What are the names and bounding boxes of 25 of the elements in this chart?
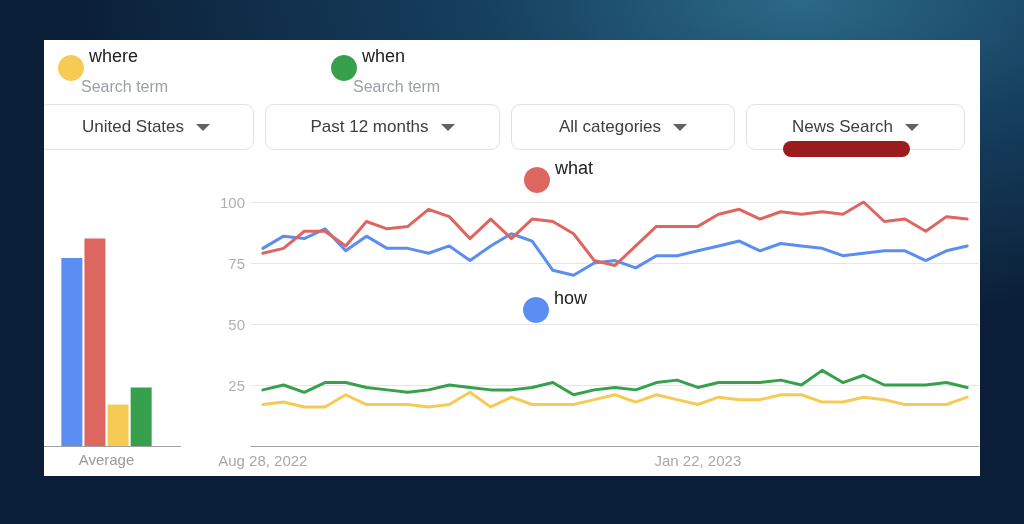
bar [84, 238, 106, 446]
line-series [261, 390, 969, 409]
bar [61, 258, 83, 446]
line-series [261, 368, 969, 397]
dropdown: United States [44, 104, 254, 150]
y-tick-label: 25 [228, 376, 245, 394]
text: Search term [81, 77, 169, 97]
x-tick-label: Jan 22, 2023 [654, 452, 742, 469]
y-tick-label: 50 [228, 315, 245, 333]
text: Search term [353, 77, 441, 97]
line-series [261, 200, 969, 267]
dropdown: All categories [511, 104, 735, 150]
legend-label: when [361, 46, 406, 66]
line-series [261, 227, 969, 277]
x-tick-label: Average [78, 451, 135, 468]
legend-label: what [554, 158, 594, 178]
y-tick-label: 100 [219, 193, 245, 211]
y-tick-label: 75 [228, 254, 245, 272]
bar [107, 404, 129, 446]
legend-label: where [88, 46, 139, 66]
legend-label: how [554, 288, 589, 308]
dropdown: News Search [746, 104, 965, 150]
bar [130, 387, 152, 446]
x-tick-label: Aug 28, 2022 [218, 452, 308, 469]
dropdown: Past 12 months [265, 104, 500, 150]
